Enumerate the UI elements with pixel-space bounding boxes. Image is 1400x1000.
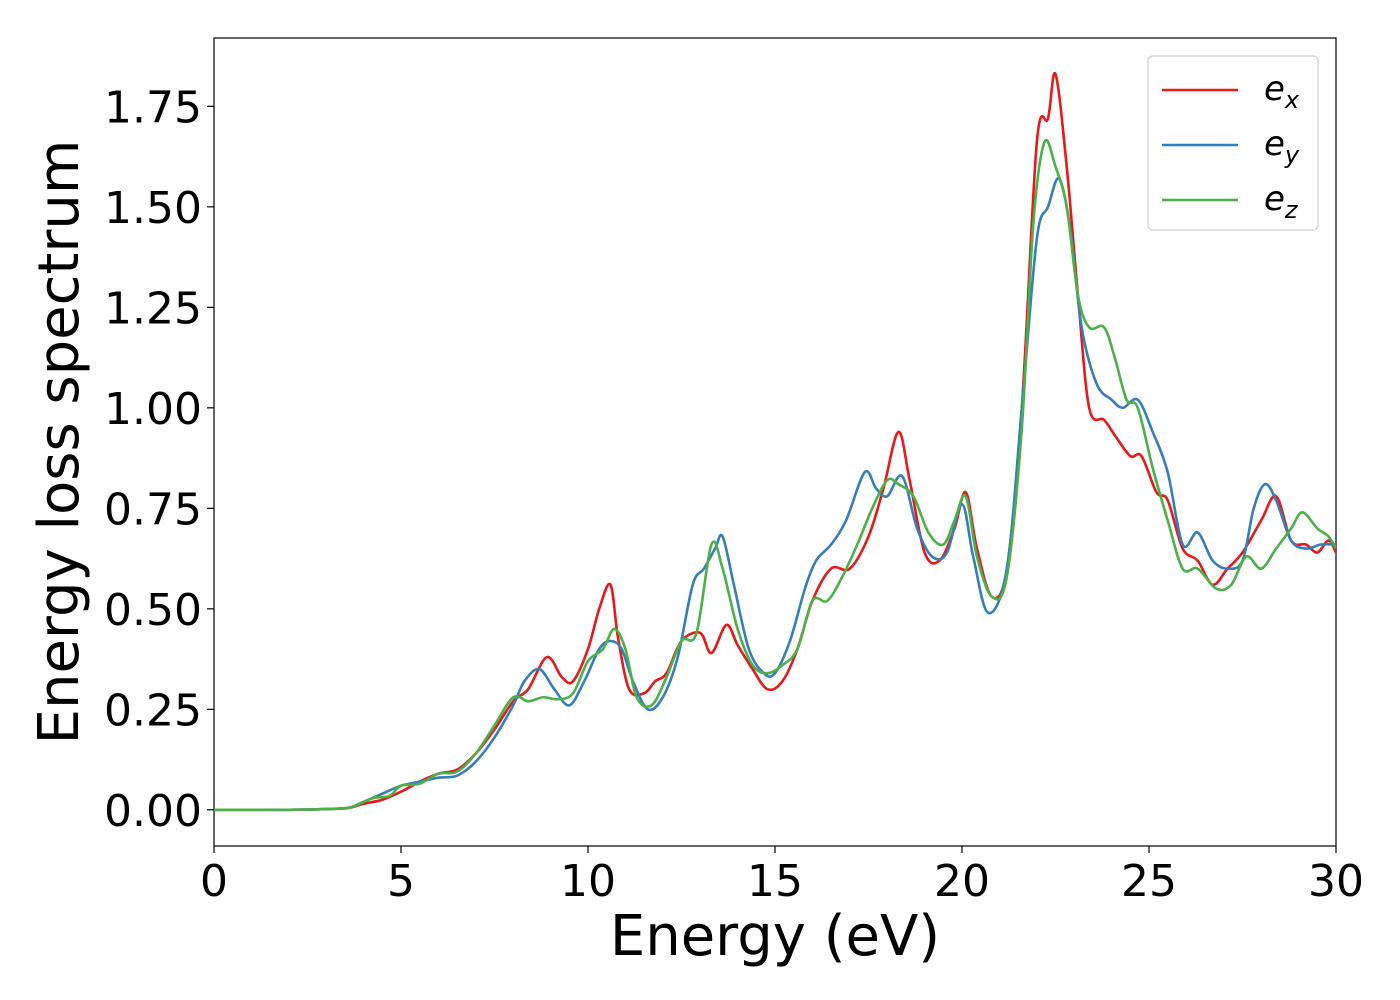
x-tick-label: 25 [1121, 856, 1177, 907]
x-ticks: 0 5 10 15 20 25 30 [200, 846, 1364, 907]
y-tick-label: 0.25 [104, 685, 202, 736]
x-tick-label: 10 [560, 856, 616, 907]
series-line-e-y [214, 178, 1336, 810]
x-tick-label: 15 [747, 856, 803, 907]
y-tick-label: 1.25 [104, 283, 202, 334]
x-tick-label: 20 [934, 856, 990, 907]
y-tick-label: 1.75 [104, 82, 202, 133]
x-tick-label: 0 [200, 856, 228, 907]
y-ticks: 0.00 0.25 0.50 0.75 1.00 1.25 1.50 1.75 [104, 82, 214, 836]
x-axis-label: Energy (eV) [610, 904, 940, 969]
x-tick-label: 30 [1308, 856, 1364, 907]
y-tick-label: 1.50 [104, 183, 202, 234]
y-tick-label: 0.00 [104, 786, 202, 837]
x-tick-label: 5 [387, 856, 415, 907]
y-tick-label: 0.75 [104, 484, 202, 535]
y-tick-label: 0.50 [104, 585, 202, 636]
y-tick-label: 1.00 [104, 384, 202, 435]
y-axis-label: Energy loss spectrum [27, 140, 92, 745]
